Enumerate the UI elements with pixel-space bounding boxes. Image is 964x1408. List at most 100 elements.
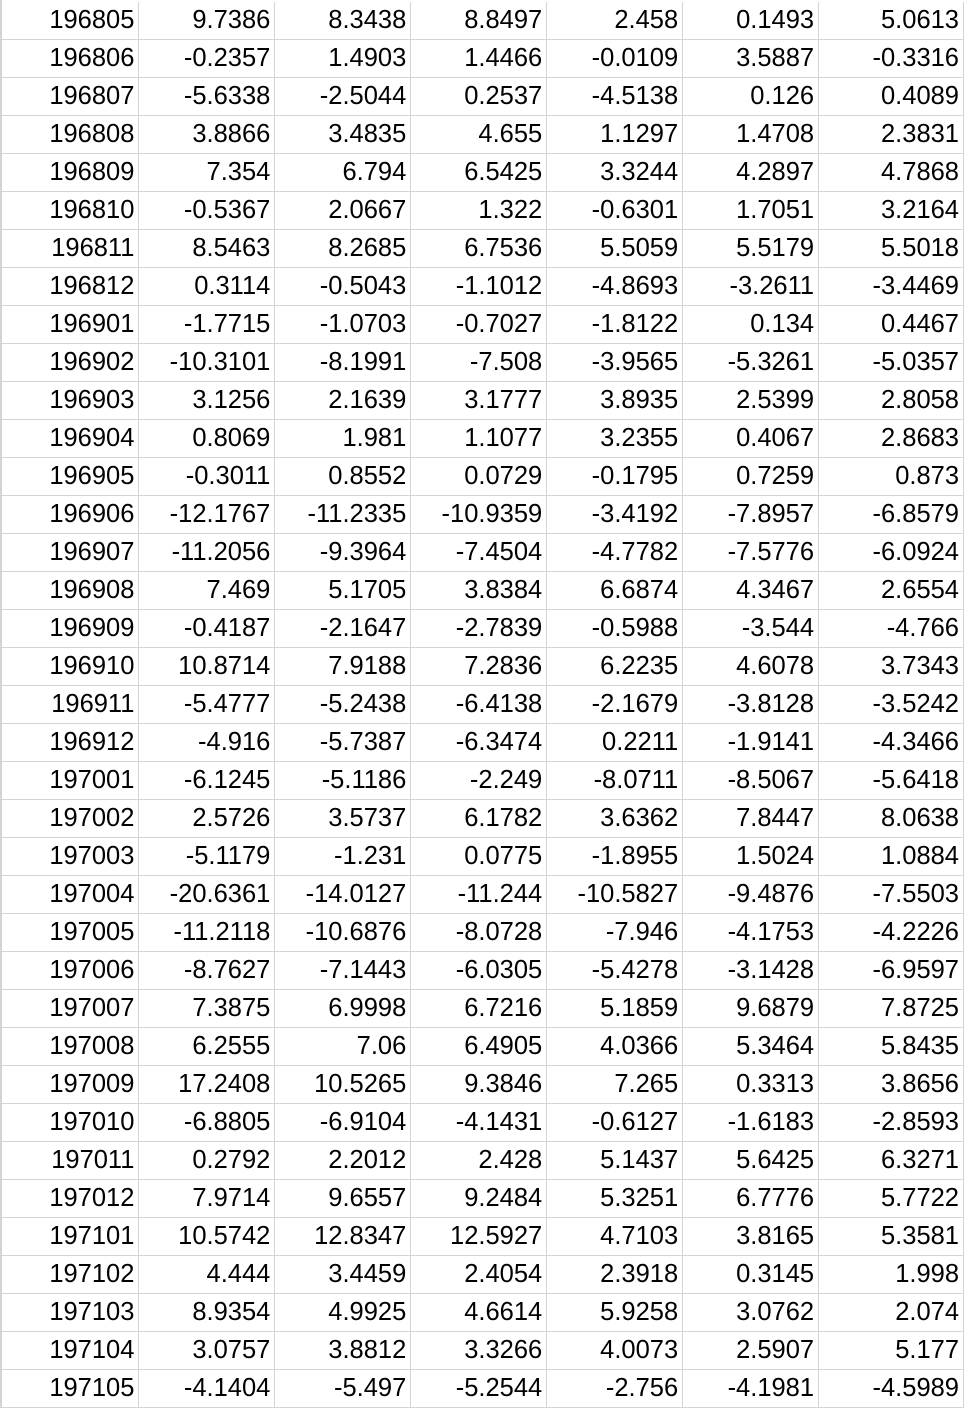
date-cell[interactable]: 196909	[2, 609, 140, 648]
value-cell-1[interactable]: 10.5742	[138, 1217, 276, 1256]
value-cell-5[interactable]: -3.1428	[682, 951, 820, 990]
date-cell[interactable]: 197102	[2, 1255, 140, 1294]
value-cell-6[interactable]: -3.5242	[818, 685, 964, 724]
value-cell-3[interactable]: 3.1777	[410, 381, 548, 420]
value-cell-2[interactable]: -8.1991	[274, 343, 412, 382]
value-cell-2[interactable]: -5.2438	[274, 685, 412, 724]
value-cell-3[interactable]: 6.7216	[410, 989, 548, 1028]
value-cell-3[interactable]: -0.7027	[410, 305, 548, 344]
value-cell-4[interactable]: -3.9565	[546, 343, 684, 382]
value-cell-1[interactable]: -4.1404	[138, 1369, 276, 1408]
value-cell-2[interactable]: -6.9104	[274, 1103, 412, 1142]
value-cell-5[interactable]: -7.5776	[682, 533, 820, 572]
value-cell-4[interactable]: -1.8955	[546, 837, 684, 876]
date-cell[interactable]: 196901	[2, 305, 140, 344]
value-cell-3[interactable]: -11.244	[410, 875, 548, 914]
value-cell-6[interactable]: 5.8435	[818, 1027, 964, 1066]
date-cell[interactable]: 197011	[2, 1141, 140, 1180]
value-cell-3[interactable]: -2.7839	[410, 609, 548, 648]
value-cell-6[interactable]: 3.2164	[818, 191, 964, 230]
value-cell-3[interactable]: 6.7536	[410, 229, 548, 268]
value-cell-4[interactable]: -4.5138	[546, 77, 684, 116]
value-cell-2[interactable]: 4.9925	[274, 1293, 412, 1332]
date-cell[interactable]: 197012	[2, 1179, 140, 1218]
value-cell-1[interactable]: -11.2118	[138, 913, 276, 952]
value-cell-6[interactable]: 4.7868	[818, 153, 964, 192]
value-cell-1[interactable]: -12.1767	[138, 495, 276, 534]
value-cell-3[interactable]: 9.3846	[410, 1065, 548, 1104]
value-cell-4[interactable]: 6.6874	[546, 571, 684, 610]
value-cell-4[interactable]: 3.6362	[546, 799, 684, 838]
value-cell-4[interactable]: -7.946	[546, 913, 684, 952]
value-cell-1[interactable]: 3.8866	[138, 115, 276, 154]
value-cell-1[interactable]: 8.5463	[138, 229, 276, 268]
value-cell-4[interactable]: -10.5827	[546, 875, 684, 914]
value-cell-4[interactable]: -0.6127	[546, 1103, 684, 1142]
value-cell-4[interactable]: 5.3251	[546, 1179, 684, 1218]
value-cell-6[interactable]: 7.8725	[818, 989, 964, 1028]
value-cell-5[interactable]: 0.126	[682, 77, 820, 116]
value-cell-6[interactable]: -4.766	[818, 609, 964, 648]
value-cell-2[interactable]: -0.5043	[274, 267, 412, 306]
value-cell-6[interactable]: -4.2226	[818, 913, 964, 952]
value-cell-5[interactable]: 2.5399	[682, 381, 820, 420]
value-cell-5[interactable]: 5.3464	[682, 1027, 820, 1066]
value-cell-5[interactable]: 5.5179	[682, 229, 820, 268]
value-cell-1[interactable]: 7.3875	[138, 989, 276, 1028]
value-cell-4[interactable]: 3.2355	[546, 419, 684, 458]
value-cell-4[interactable]: -4.7782	[546, 533, 684, 572]
date-cell[interactable]: 196907	[2, 533, 140, 572]
value-cell-6[interactable]: 8.0638	[818, 799, 964, 838]
value-cell-3[interactable]: 2.4054	[410, 1255, 548, 1294]
value-cell-5[interactable]: -1.6183	[682, 1103, 820, 1142]
value-cell-1[interactable]: -0.2357	[138, 39, 276, 78]
value-cell-1[interactable]: -0.3011	[138, 457, 276, 496]
value-cell-5[interactable]: 0.4067	[682, 419, 820, 458]
date-cell[interactable]: 196904	[2, 419, 140, 458]
value-cell-6[interactable]: -6.0924	[818, 533, 964, 572]
value-cell-6[interactable]: 0.4467	[818, 305, 964, 344]
date-cell[interactable]: 197008	[2, 1027, 140, 1066]
value-cell-5[interactable]: 3.5887	[682, 39, 820, 78]
value-cell-6[interactable]: 3.8656	[818, 1065, 964, 1104]
value-cell-3[interactable]: -7.4504	[410, 533, 548, 572]
value-cell-2[interactable]: 3.4459	[274, 1255, 412, 1294]
value-cell-5[interactable]: -1.9141	[682, 723, 820, 762]
date-cell[interactable]: 197104	[2, 1331, 140, 1370]
value-cell-4[interactable]: -0.0109	[546, 39, 684, 78]
value-cell-6[interactable]: 3.7343	[818, 647, 964, 686]
value-cell-1[interactable]: 9.7386	[138, 2, 276, 40]
value-cell-1[interactable]: 8.9354	[138, 1293, 276, 1332]
date-cell[interactable]: 196807	[2, 77, 140, 116]
value-cell-1[interactable]: 10.8714	[138, 647, 276, 686]
value-cell-1[interactable]: -1.7715	[138, 305, 276, 344]
value-cell-4[interactable]: 5.1437	[546, 1141, 684, 1180]
value-cell-1[interactable]: -0.4187	[138, 609, 276, 648]
value-cell-5[interactable]: 4.6078	[682, 647, 820, 686]
value-cell-3[interactable]: -2.249	[410, 761, 548, 800]
value-cell-4[interactable]: 4.0073	[546, 1331, 684, 1370]
value-cell-4[interactable]: 1.1297	[546, 115, 684, 154]
value-cell-6[interactable]: 5.5018	[818, 229, 964, 268]
date-cell[interactable]: 197001	[2, 761, 140, 800]
value-cell-2[interactable]: 6.794	[274, 153, 412, 192]
date-cell[interactable]: 196911	[2, 685, 140, 724]
date-cell[interactable]: 197003	[2, 837, 140, 876]
value-cell-5[interactable]: -7.8957	[682, 495, 820, 534]
value-cell-1[interactable]: -5.1179	[138, 837, 276, 876]
value-cell-4[interactable]: 7.265	[546, 1065, 684, 1104]
value-cell-5[interactable]: 0.7259	[682, 457, 820, 496]
value-cell-1[interactable]: -6.1245	[138, 761, 276, 800]
value-cell-6[interactable]: 0.4089	[818, 77, 964, 116]
value-cell-2[interactable]: -11.2335	[274, 495, 412, 534]
value-cell-5[interactable]: 1.5024	[682, 837, 820, 876]
value-cell-4[interactable]: 0.2211	[546, 723, 684, 762]
value-cell-6[interactable]: -2.8593	[818, 1103, 964, 1142]
value-cell-2[interactable]: 2.1639	[274, 381, 412, 420]
value-cell-1[interactable]: 0.8069	[138, 419, 276, 458]
value-cell-2[interactable]: -2.1647	[274, 609, 412, 648]
value-cell-2[interactable]: 10.5265	[274, 1065, 412, 1104]
value-cell-4[interactable]: 2.3918	[546, 1255, 684, 1294]
value-cell-6[interactable]: 5.0613	[818, 2, 964, 40]
value-cell-5[interactable]: 0.3145	[682, 1255, 820, 1294]
